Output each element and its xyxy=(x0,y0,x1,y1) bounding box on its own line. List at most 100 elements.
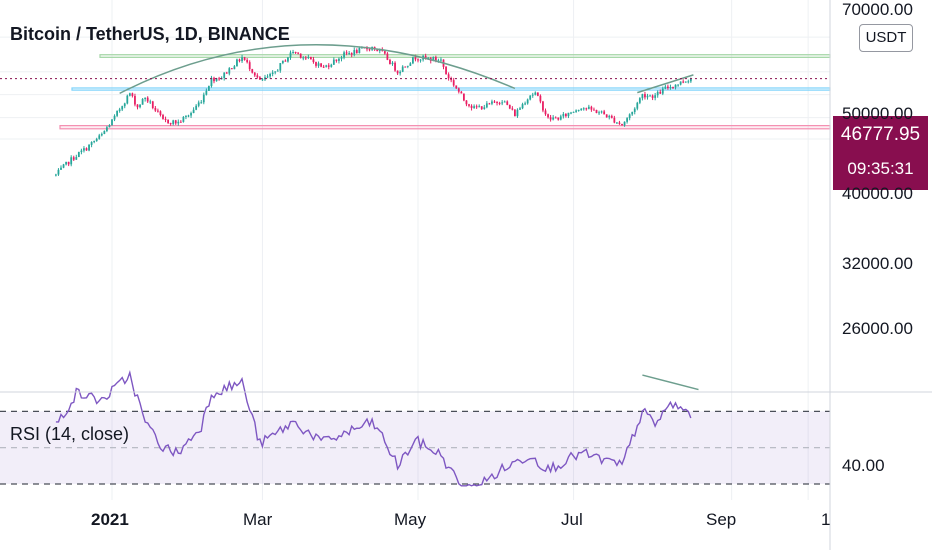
candle xyxy=(575,109,577,113)
rsi-indicator-label[interactable]: RSI (14, close) xyxy=(10,424,130,444)
candle xyxy=(544,108,547,116)
candle xyxy=(340,55,343,62)
candle xyxy=(488,102,491,105)
candle xyxy=(529,95,532,101)
candle xyxy=(281,60,284,65)
candle xyxy=(304,55,307,61)
candle xyxy=(389,58,391,65)
candle xyxy=(108,124,111,128)
candle xyxy=(144,97,147,102)
candle xyxy=(567,112,570,119)
candle xyxy=(409,62,412,66)
candle xyxy=(98,133,101,140)
candle xyxy=(582,107,585,111)
candle xyxy=(297,52,300,55)
candle xyxy=(391,61,394,66)
candle xyxy=(682,79,685,84)
candle xyxy=(631,111,634,116)
candle xyxy=(672,86,674,90)
currency-button[interactable]: USDT xyxy=(859,24,913,52)
candle xyxy=(621,123,623,126)
candle xyxy=(310,56,312,60)
candle xyxy=(162,113,164,120)
candle xyxy=(179,120,182,123)
candle xyxy=(57,168,60,176)
candle xyxy=(230,68,233,70)
candle xyxy=(335,59,338,63)
rounded-top-arc xyxy=(119,43,516,95)
candle xyxy=(457,87,460,94)
candle xyxy=(651,94,654,101)
candle xyxy=(330,63,333,68)
rsi-line xyxy=(55,369,692,487)
candle xyxy=(460,90,463,94)
candle xyxy=(65,161,67,166)
candle xyxy=(208,85,210,91)
candle xyxy=(600,110,603,114)
candle xyxy=(149,99,152,105)
candle xyxy=(394,61,396,72)
candle xyxy=(185,115,187,120)
candle xyxy=(514,109,516,117)
candle xyxy=(412,56,414,65)
candle xyxy=(562,112,565,119)
candle xyxy=(447,72,450,81)
price-zone xyxy=(59,125,831,130)
candle xyxy=(241,54,243,63)
candle xyxy=(633,107,636,115)
candle xyxy=(126,94,129,105)
candle xyxy=(159,110,162,117)
candle xyxy=(501,100,504,106)
candle xyxy=(669,84,672,90)
candle xyxy=(174,119,177,125)
candle xyxy=(210,75,213,88)
candle xyxy=(348,51,351,55)
candle xyxy=(118,107,121,113)
candle xyxy=(442,59,445,70)
candle xyxy=(511,106,514,111)
candle xyxy=(503,100,506,103)
candle xyxy=(593,107,595,111)
candlestick-series xyxy=(55,46,692,177)
candle xyxy=(128,92,131,97)
price-zone xyxy=(71,87,831,91)
candle xyxy=(531,92,534,98)
candle xyxy=(202,92,205,105)
candle xyxy=(253,72,256,78)
candle xyxy=(345,50,348,56)
candle xyxy=(111,118,113,126)
candle xyxy=(687,79,690,84)
last-price-value: 46777.95 xyxy=(840,124,921,145)
price-zone xyxy=(99,54,831,58)
candle xyxy=(480,106,483,110)
candle xyxy=(608,114,611,120)
candle xyxy=(519,106,521,110)
x-tick-2021: 2021 xyxy=(91,510,129,529)
candle xyxy=(667,84,669,90)
rsi-pane xyxy=(0,369,830,487)
candle xyxy=(542,100,544,113)
candle xyxy=(577,109,580,112)
candle xyxy=(317,61,320,68)
candle xyxy=(656,90,659,98)
candle xyxy=(626,117,628,124)
candle xyxy=(121,105,124,112)
candle xyxy=(146,96,149,104)
candle xyxy=(177,119,180,126)
candle xyxy=(307,54,310,60)
candle xyxy=(213,76,215,84)
candle xyxy=(218,76,220,81)
candle xyxy=(325,64,328,68)
y-tick-32000: 32000.00 xyxy=(842,254,913,273)
candle xyxy=(320,63,322,68)
candle xyxy=(248,60,251,72)
candle xyxy=(618,120,621,125)
candle xyxy=(399,70,402,76)
candle xyxy=(547,113,549,119)
trend-lines xyxy=(119,43,694,95)
candle xyxy=(440,57,442,63)
chart-title: Bitcoin / TetherUS, 1D, BINANCE xyxy=(10,24,290,44)
candle xyxy=(470,104,473,111)
candle xyxy=(141,98,144,105)
